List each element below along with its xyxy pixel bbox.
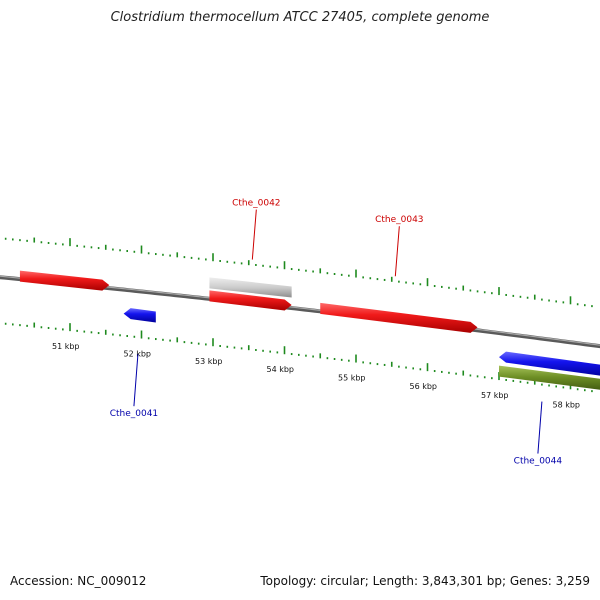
tick-label-58: 58 kbp — [553, 400, 581, 409]
accession-text: Accession: NC_009012 — [10, 574, 147, 588]
tick-label-57: 57 kbp — [481, 391, 509, 400]
gene-label-Cthe_0044: Cthe_0044 — [514, 457, 563, 467]
label-leader-Cthe_0042 — [251, 209, 257, 260]
map-title: Clostridium thermocellum ATCC 27405, com… — [110, 10, 490, 25]
gene-feature-fwd1 — [19, 270, 110, 291]
gene-feature-Cthe_0044 — [499, 351, 600, 376]
label-leader-Cthe_0043 — [394, 226, 400, 277]
label-leader-Cthe_0041 — [133, 354, 139, 407]
label-leader-Cthe_0044 — [537, 401, 543, 454]
tick-label-51: 51 kbp — [52, 342, 80, 351]
tick-label-56: 56 kbp — [410, 382, 438, 391]
gene-label-Cthe_0042: Cthe_0042 — [232, 199, 280, 209]
gene-feature-Cthe_0041 — [123, 308, 156, 323]
tick-label-55: 55 kbp — [338, 374, 366, 383]
gene-feature-fwd2 — [209, 290, 292, 311]
tick-label-54: 54 kbp — [267, 365, 295, 374]
tick-label-52: 52 kbp — [124, 350, 152, 359]
genome-stats-text: Topology: circular; Length: 3,843,301 bp… — [260, 574, 590, 588]
gene-label-Cthe_0043: Cthe_0043 — [375, 215, 423, 225]
tick-label-53: 53 kbp — [195, 357, 223, 366]
gene-feature-grey — [209, 277, 292, 298]
gene-label-Cthe_0041: Cthe_0041 — [110, 409, 158, 419]
gene-feature-green — [499, 365, 600, 390]
gene-feature-Cthe_0043 — [320, 302, 478, 333]
